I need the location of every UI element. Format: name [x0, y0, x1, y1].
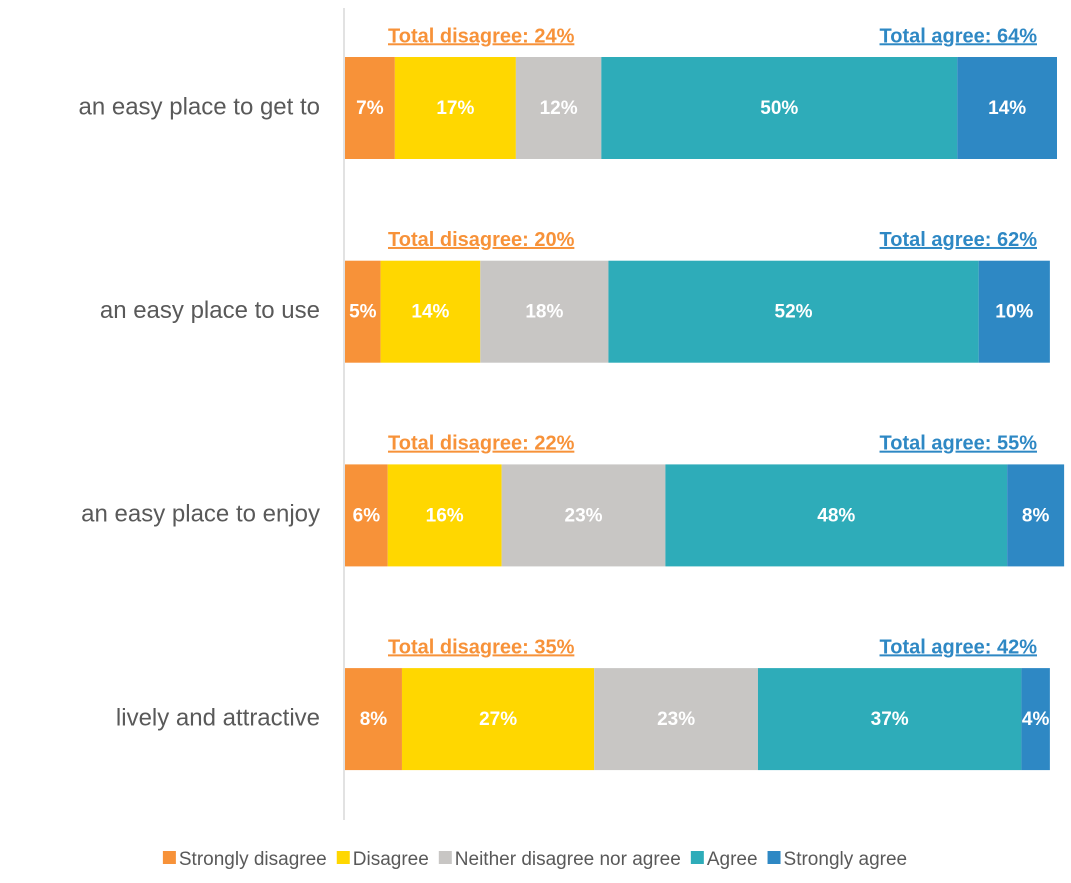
- category-label: an easy place to use: [100, 297, 320, 324]
- bar-segment: [380, 260, 481, 363]
- bar-segment: [1007, 464, 1065, 567]
- legend-swatch: [438, 851, 452, 864]
- bar-segment: [345, 260, 381, 363]
- total-disagree-label: Total disagree: 24%: [388, 25, 575, 47]
- category-label: an easy place to enjoy: [81, 501, 320, 528]
- bar-segment: [665, 464, 1008, 567]
- data-label: 7%: [356, 98, 384, 119]
- data-label: 5%: [349, 302, 377, 323]
- category-label: an easy place to get to: [79, 93, 321, 120]
- total-agree-label: Total agree: 64%: [880, 25, 1038, 47]
- legend-swatch: [690, 851, 704, 864]
- data-label: 23%: [657, 709, 695, 730]
- data-label: 37%: [871, 709, 909, 730]
- legend-swatch: [162, 851, 176, 864]
- data-label: 8%: [360, 709, 388, 730]
- total-agree-label: Total agree: 55%: [880, 433, 1038, 455]
- data-label: 50%: [760, 98, 798, 119]
- data-label: 14%: [411, 302, 449, 323]
- bar-segment: [1021, 668, 1050, 771]
- bar-segment: [515, 57, 602, 159]
- category-label: lively and attractive: [116, 704, 320, 731]
- legend-swatch: [336, 851, 350, 864]
- data-label: 6%: [353, 505, 381, 526]
- bar-segment: [757, 668, 1022, 771]
- data-label: 17%: [436, 98, 474, 119]
- bar-segment: [345, 464, 388, 567]
- legend-label: Agree: [707, 849, 758, 870]
- bar-segment: [957, 57, 1057, 159]
- bar-segment: [601, 57, 958, 159]
- legend-label: Neither disagree nor agree: [455, 849, 681, 870]
- bar-segment: [345, 57, 395, 159]
- bar-segment: [594, 668, 758, 771]
- data-label: 10%: [995, 302, 1033, 323]
- bar-segment: [387, 464, 502, 567]
- data-label: 14%: [988, 98, 1026, 119]
- data-label: 16%: [426, 505, 464, 526]
- bar-segment: [501, 464, 666, 567]
- data-label: 12%: [540, 98, 578, 119]
- data-label: 52%: [775, 302, 813, 323]
- bar-segment: [978, 260, 1050, 363]
- data-label: 27%: [479, 709, 517, 730]
- total-agree-label: Total agree: 42%: [880, 636, 1038, 658]
- data-label: 48%: [817, 505, 855, 526]
- bar-segment: [608, 260, 979, 363]
- legend-label: Strongly agree: [784, 849, 908, 870]
- legend-label: Strongly disagree: [179, 849, 327, 870]
- data-label: 8%: [1022, 505, 1050, 526]
- data-label: 4%: [1022, 709, 1050, 730]
- bar-segment: [345, 668, 402, 771]
- total-disagree-label: Total disagree: 35%: [388, 636, 575, 658]
- bar-segment: [394, 57, 516, 159]
- data-label: 18%: [525, 302, 563, 323]
- legend-label: Disagree: [353, 849, 429, 870]
- bar-segment: [480, 260, 609, 363]
- total-disagree-label: Total disagree: 22%: [388, 433, 575, 455]
- total-disagree-label: Total disagree: 20%: [388, 229, 575, 251]
- data-label: 23%: [565, 505, 603, 526]
- bar-segment: [401, 668, 595, 771]
- total-agree-label: Total agree: 62%: [880, 229, 1038, 251]
- legend-swatch: [767, 851, 781, 864]
